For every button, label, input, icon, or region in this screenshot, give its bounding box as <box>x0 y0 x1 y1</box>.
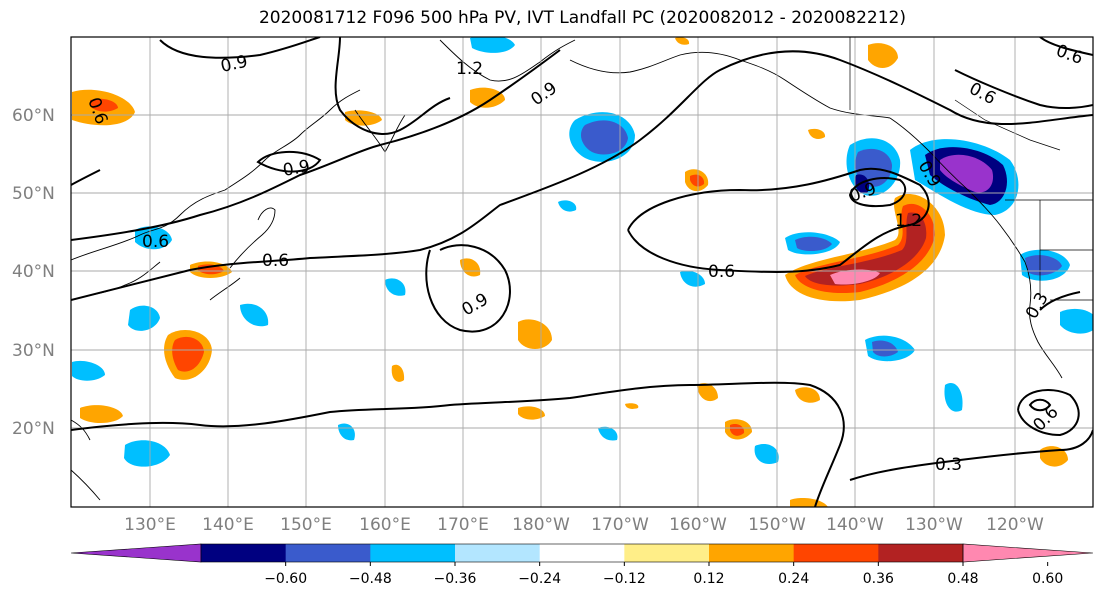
colorbar-tick-label: −0.24 <box>518 571 561 587</box>
colorbar-tick-label: 0.24 <box>778 571 809 587</box>
anomaly-blob <box>872 340 898 357</box>
colorbar-segment <box>455 544 541 562</box>
anomaly-blob <box>90 98 118 112</box>
colorbar-tick-label: −0.12 <box>603 571 646 587</box>
anomaly-blob <box>345 110 382 126</box>
contour-label: 0.9 <box>281 157 311 181</box>
lon-label: 180°W <box>512 515 570 535</box>
colorbar-segment <box>878 544 964 562</box>
lon-label: 140°W <box>826 515 884 535</box>
anomaly-blob <box>128 305 160 331</box>
anomaly-blob <box>460 258 481 277</box>
anomaly-blob <box>470 37 515 53</box>
anomaly-blob <box>690 174 705 187</box>
colorbar-tick-label: −0.36 <box>434 571 477 587</box>
longitude-labels: 130°E 140°E 150°E 160°E 170°E 180°W 170°… <box>124 515 1044 535</box>
anomaly-blob <box>518 406 545 420</box>
contour-label: 1.2 <box>456 59 483 79</box>
map-title: 2020081712 F096 500 hPa PV, IVT Landfall… <box>258 8 906 28</box>
colorbar-tick-label: 0.12 <box>693 571 724 587</box>
anomaly-blob <box>470 87 505 108</box>
map-frame <box>70 36 1094 508</box>
anomaly-blob <box>385 278 406 296</box>
anomaly-blob <box>80 405 123 424</box>
lon-label: 170°W <box>591 515 649 535</box>
anomaly-blob <box>675 37 690 45</box>
anomaly-blob <box>135 226 172 250</box>
anomaly-blob <box>795 387 820 403</box>
lon-label: 120°W <box>986 515 1044 535</box>
lat-label: 50°N <box>12 184 55 204</box>
colorbar-tick-label: −0.48 <box>349 571 392 587</box>
anomaly-blob <box>240 303 269 327</box>
colorbar-ticks: −0.60 −0.48 −0.36 −0.24 −0.12 0.12 0.24 0.36 0.4… <box>264 562 1063 587</box>
lat-label: 40°N <box>12 262 55 282</box>
anomaly-blob <box>680 270 705 287</box>
lon-label: 170°E <box>437 515 489 535</box>
contour-label: 0.6 <box>142 232 169 252</box>
lat-label: 20°N <box>12 419 55 439</box>
colorbar-outline <box>200 543 964 563</box>
lon-label: 140°E <box>202 515 254 535</box>
anomaly-blob <box>124 440 170 467</box>
pv-anomaly-fills <box>72 37 1093 507</box>
contour-label: 0.6 <box>708 262 735 282</box>
colorbar-tick-label: 0.48 <box>947 571 978 587</box>
colorbar-tick-label: −0.60 <box>264 571 307 587</box>
colorbar-segment <box>285 544 371 562</box>
latitude-labels: 60°N 50°N 40°N 30°N 20°N <box>12 106 55 439</box>
contour-label: 0.3 <box>935 455 962 475</box>
colorbar <box>70 543 1094 563</box>
anomaly-blob <box>518 319 552 349</box>
lon-label: 150°E <box>280 515 332 535</box>
colorbar-segment <box>793 544 879 562</box>
lon-label: 150°W <box>748 515 806 535</box>
anomaly-blob <box>1060 308 1093 334</box>
lon-label: 130°W <box>905 515 963 535</box>
anomaly-blob <box>391 364 405 382</box>
ivt-contours <box>71 37 1093 507</box>
anomaly-blob <box>172 336 204 372</box>
anomaly-blob <box>72 360 105 381</box>
lat-label: 60°N <box>12 106 55 126</box>
contour-label: 1.2 <box>895 211 922 231</box>
anomaly-blob <box>940 154 994 193</box>
anomaly-blob <box>944 382 963 412</box>
anomaly-blob <box>754 443 779 465</box>
anomaly-blob <box>1025 255 1062 276</box>
anomaly-blob <box>558 200 577 212</box>
colorbar-tick-label: 0.36 <box>863 571 894 587</box>
colorbar-segment <box>201 544 287 562</box>
colorbar-segment <box>70 543 202 563</box>
anomaly-blob <box>625 403 639 409</box>
anomaly-blob <box>868 43 898 68</box>
colorbar-segment <box>962 543 1094 563</box>
anomaly-blob <box>697 383 718 402</box>
lat-label: 30°N <box>12 341 55 361</box>
lon-label: 160°W <box>669 515 727 535</box>
contour-label: 0.6 <box>262 251 289 271</box>
anomaly-blob <box>598 426 618 441</box>
colorbar-segment <box>709 544 795 562</box>
colorbar-segment <box>370 544 456 562</box>
anomaly-blob <box>805 212 927 286</box>
colorbar-segment <box>539 544 625 562</box>
anomaly-blob <box>808 128 826 139</box>
anomaly-blob <box>790 498 828 507</box>
anomaly-blob <box>795 236 832 252</box>
colorbar-segment <box>624 544 710 562</box>
colorbar-tick-label: 0.60 <box>1032 571 1063 587</box>
lon-label: 130°E <box>124 515 176 535</box>
graticule <box>71 37 1093 507</box>
anomaly-blob <box>730 423 745 436</box>
lon-label: 160°E <box>359 515 411 535</box>
anomaly-blob <box>580 120 628 155</box>
